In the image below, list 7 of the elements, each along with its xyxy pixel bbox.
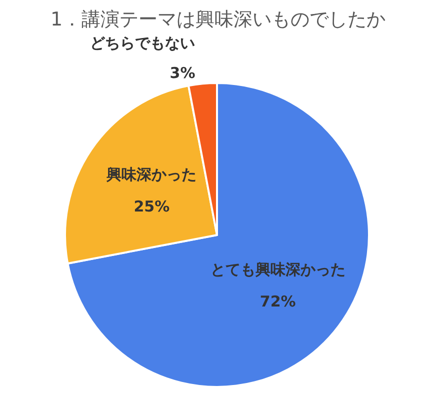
data-label: 25% [134,198,170,216]
slice-label: 興味深かった [106,166,197,184]
slice-label: とても興味深かった [210,260,346,278]
slice-label: どちらでもない [90,34,196,52]
chart-title: 1．講演テーマは興味深いものでしたか [50,8,386,30]
data-label: 72% [260,292,296,310]
data-label: 3% [170,64,196,82]
